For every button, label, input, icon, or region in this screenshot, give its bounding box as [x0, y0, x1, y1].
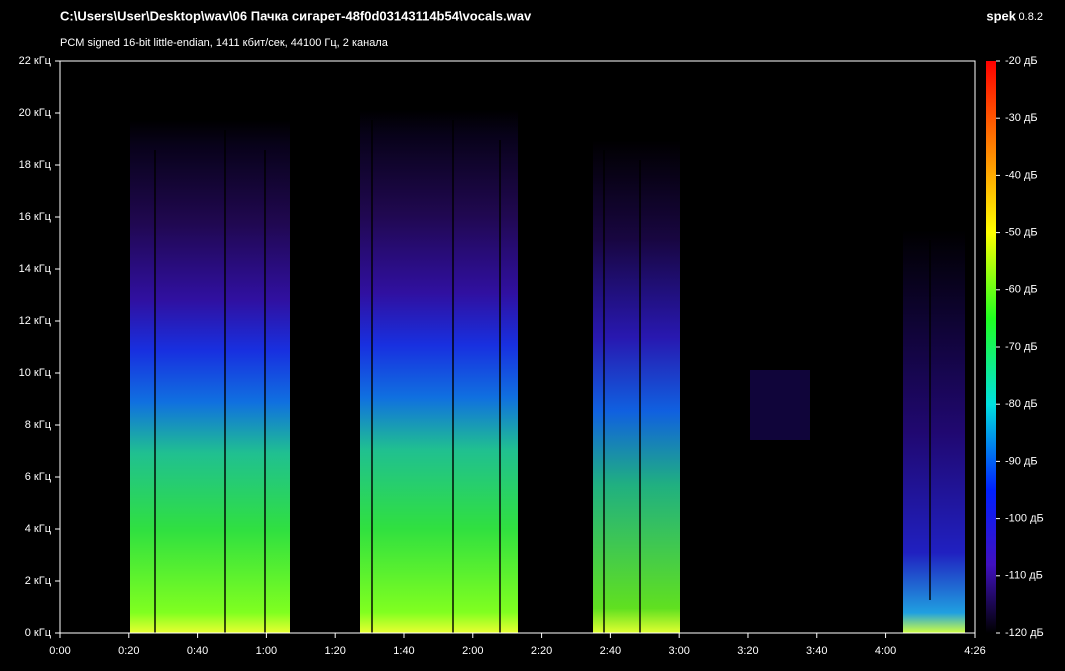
y-tick-label: 2 кГц — [25, 575, 52, 587]
spectrum-block — [360, 110, 518, 633]
y-tick-label: 16 кГц — [19, 211, 52, 223]
color-tick-label: -40 дБ — [1005, 169, 1038, 181]
x-tick-label: 2:00 — [462, 645, 483, 657]
y-tick-label: 8 кГц — [25, 419, 52, 431]
spectrogram — [59, 60, 976, 634]
y-tick-label: 14 кГц — [19, 263, 52, 275]
x-tick-label: 2:20 — [531, 645, 552, 657]
spectrum-block — [130, 120, 290, 633]
x-tick-label: 2:40 — [600, 645, 621, 657]
y-tick-label: 0 кГц — [25, 627, 52, 639]
color-tick-label: -110 дБ — [1005, 570, 1043, 582]
x-tick-label: 3:40 — [806, 645, 827, 657]
color-tick-label: -120 дБ — [1005, 627, 1044, 639]
x-tick-label: 4:26 — [964, 645, 985, 657]
x-tick-label: 0:00 — [49, 645, 70, 657]
y-tick-label: 4 кГц — [25, 523, 52, 535]
color-tick-label: -80 дБ — [1005, 398, 1038, 410]
file-info: PCM signed 16-bit little-endian, 1411 кб… — [60, 37, 389, 49]
y-tick-label: 22 кГц — [19, 55, 52, 67]
color-tick-label: -30 дБ — [1005, 112, 1038, 124]
texture — [154, 120, 931, 633]
y-tick-label: 10 кГц — [19, 367, 52, 379]
spectrum-block — [593, 140, 680, 633]
y-tick-label: 20 кГц — [19, 107, 52, 119]
x-tick-label: 4:00 — [875, 645, 896, 657]
y-tick-label: 12 кГц — [19, 315, 52, 327]
color-tick-label: -60 дБ — [1005, 284, 1038, 296]
x-tick-label: 3:00 — [668, 645, 689, 657]
y-tick-label: 6 кГц — [25, 471, 52, 483]
spectrum-blip — [750, 370, 810, 440]
color-bar — [986, 61, 996, 633]
color-tick-label: -20 дБ — [1005, 55, 1038, 67]
app-version: 0.8.2 — [1019, 11, 1043, 23]
color-tick-label: -90 дБ — [1005, 455, 1038, 467]
app-name: spek — [986, 8, 1016, 23]
x-tick-label: 0:20 — [118, 645, 139, 657]
color-tick-label: -70 дБ — [1005, 341, 1038, 353]
y-tick-label: 18 кГц — [19, 159, 52, 171]
spectrum-block — [903, 230, 965, 633]
color-tick-label: -50 дБ — [1005, 227, 1038, 239]
x-tick-label: 0:40 — [187, 645, 208, 657]
x-tick-label: 1:00 — [256, 645, 277, 657]
color-tick-label: -100 дБ — [1005, 513, 1044, 525]
x-tick-label: 3:20 — [737, 645, 758, 657]
file-path: C:\Users\User\Desktop\wav\06 Пачка сигар… — [60, 8, 532, 23]
x-tick-label: 1:40 — [393, 645, 414, 657]
plot-border — [59, 60, 976, 634]
x-tick-label: 1:20 — [324, 645, 345, 657]
